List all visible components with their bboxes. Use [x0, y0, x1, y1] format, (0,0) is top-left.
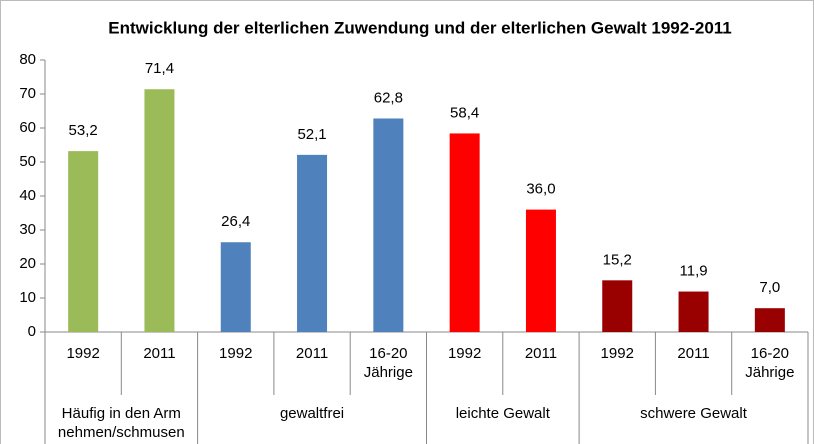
x-tick-label: 16-20 Jährige: [745, 345, 795, 381]
y-tick-label: 10: [19, 289, 36, 306]
group-label: schwere Gewalt: [640, 405, 747, 422]
bar: [144, 89, 175, 333]
y-tick-label: 0: [28, 323, 36, 340]
bar: [220, 242, 251, 332]
x-tick-label: 2011: [524, 345, 558, 362]
x-tick-label: 2011: [677, 345, 710, 362]
y-tick-label: 60: [19, 119, 36, 136]
value-label: 71,4: [145, 60, 174, 77]
value-label: 36,0: [526, 181, 555, 198]
value-label: 62,8: [374, 89, 403, 106]
value-label: 15,2: [603, 251, 632, 268]
x-tick-label: 16-20 Jährige: [363, 345, 413, 381]
x-tick-label: 1992: [447, 345, 482, 362]
value-label: 53,2: [69, 122, 98, 139]
y-tick-label: 80: [19, 51, 36, 68]
value-label: 11,9: [680, 263, 708, 280]
bar: [602, 280, 633, 332]
value-label: 58,4: [450, 104, 479, 121]
x-tick-label: 1992: [219, 345, 253, 362]
x-tick-label: 2011: [143, 345, 176, 362]
y-tick-label: 30: [19, 221, 36, 238]
y-tick-label: 20: [19, 255, 36, 272]
y-tick-label: 70: [19, 85, 36, 102]
group-label: gewaltfrei: [279, 405, 345, 422]
bar: [297, 154, 328, 332]
bar: [678, 291, 709, 332]
y-tick-label: 50: [19, 153, 36, 170]
bar: [525, 209, 556, 332]
x-tick-label: 1992: [600, 345, 634, 362]
bar: [449, 133, 480, 332]
value-label: 52,1: [297, 126, 326, 143]
group-label: Häufig in den Arm nehmen/schmusen: [57, 405, 185, 441]
bar: [373, 118, 404, 332]
bar: [68, 151, 99, 332]
value-label: 7,0: [759, 279, 780, 296]
chart-title: Entwicklung der elterlichen Zuwendung un…: [108, 18, 732, 37]
value-label: 26,4: [221, 213, 250, 230]
group-label: leichte Gewalt: [455, 405, 550, 422]
x-tick-label: 2011: [295, 345, 329, 362]
y-tick-label: 40: [19, 187, 36, 204]
bar: [754, 308, 785, 332]
x-tick-label: 1992: [66, 345, 100, 362]
